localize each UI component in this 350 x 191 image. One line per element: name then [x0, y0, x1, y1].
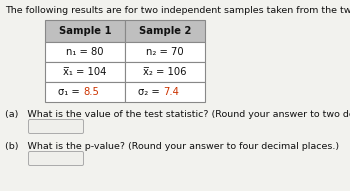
Text: The following results are for two independent samples taken from the two populat: The following results are for two indepe…: [5, 6, 350, 15]
Bar: [45, 62, 125, 82]
Text: n₁ = 80: n₁ = 80: [66, 47, 104, 57]
Bar: [125, 42, 205, 62]
Bar: [125, 62, 205, 82]
Text: Sample 2: Sample 2: [139, 26, 191, 36]
Text: Sample 1: Sample 1: [59, 26, 111, 36]
Text: (a)   What is the value of the test statistic? (Round your answer to two decimal: (a) What is the value of the test statis…: [5, 110, 350, 119]
Bar: [125, 20, 205, 42]
Bar: [45, 20, 125, 42]
Text: σ₂ =: σ₂ =: [138, 87, 163, 97]
Text: 8.5: 8.5: [83, 87, 99, 97]
Bar: [45, 82, 125, 102]
Text: 7.4: 7.4: [163, 87, 179, 97]
Bar: [125, 82, 205, 102]
FancyBboxPatch shape: [28, 151, 84, 165]
FancyBboxPatch shape: [28, 120, 84, 134]
Text: x̅₂ = 106: x̅₂ = 106: [143, 67, 187, 77]
Text: n₂ = 70: n₂ = 70: [146, 47, 184, 57]
Text: σ₁ =: σ₁ =: [58, 87, 83, 97]
Bar: [45, 42, 125, 62]
Text: (b)   What is the p-value? (Round your answer to four decimal places.): (b) What is the p-value? (Round your ans…: [5, 142, 339, 151]
Text: x̅₁ = 104: x̅₁ = 104: [63, 67, 107, 77]
